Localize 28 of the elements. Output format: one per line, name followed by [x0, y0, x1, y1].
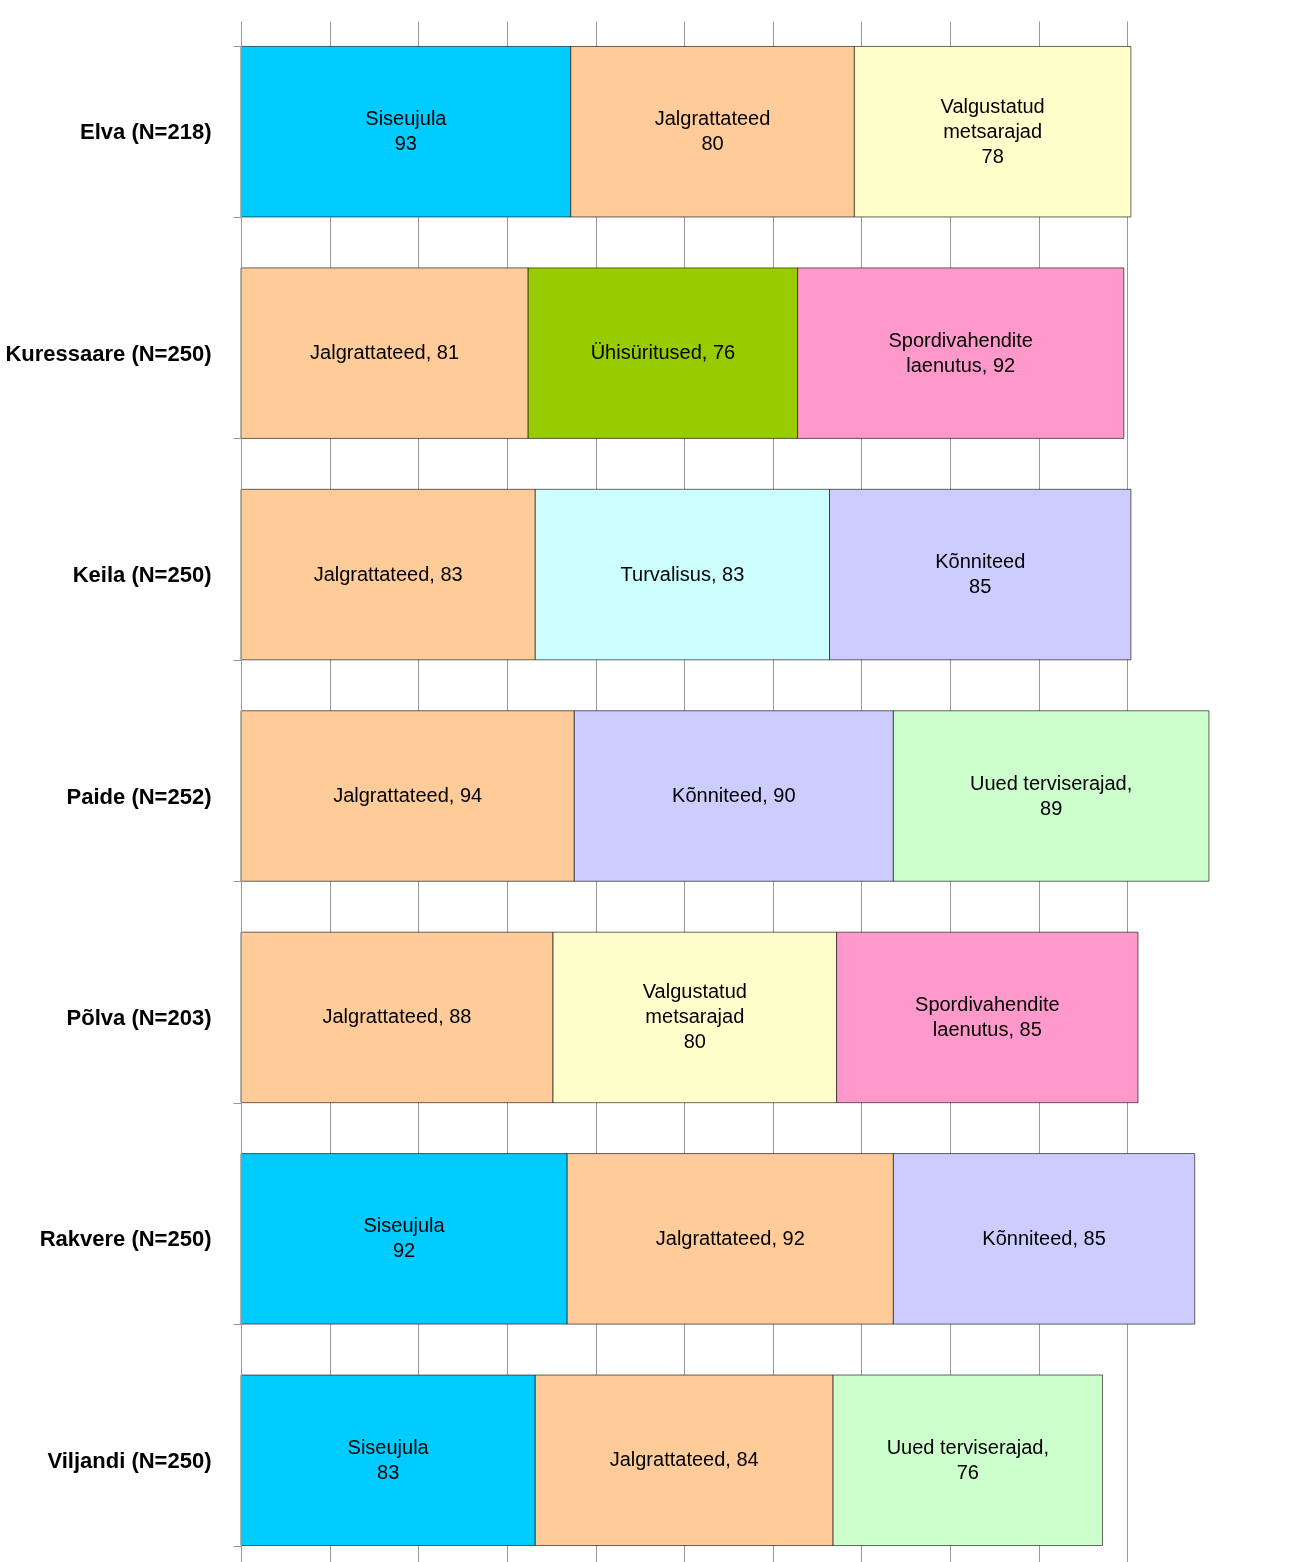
data-label: Spordivahendite laenutus, 85	[915, 992, 1060, 1040]
data-label: Jalgrattateed, 81	[310, 341, 460, 364]
data-label: Valgustatud metsarajad 80	[642, 980, 747, 1053]
data-label: Turvalisus, 83	[620, 562, 745, 585]
data-label: Jalgrattateed, 94	[333, 784, 483, 806]
data-label: Jalgrattateed, 88	[322, 1005, 472, 1028]
y-tick-label: Põlva (N=203)	[66, 1004, 212, 1030]
data-label: Siseujula 92	[363, 1214, 446, 1262]
data-label: Jalgrattateed 80	[654, 107, 771, 155]
y-tick-label: Rakvere (N=250)	[39, 1226, 212, 1252]
data-label: Valgustatud metsarajad 78	[940, 94, 1045, 167]
data-label: Kõnniteed, 85	[982, 1226, 1106, 1249]
data-label: Jalgrattateed, 84	[609, 1448, 759, 1471]
y-tick-label: Keila (N=250)	[72, 562, 212, 588]
y-tick-label: Elva (N=218)	[80, 119, 212, 145]
y-tick-label: Paide (N=252)	[66, 783, 212, 809]
data-label: Siseujula 93	[365, 107, 448, 155]
data-label: Siseujula 83	[347, 1435, 430, 1483]
y-tick-label: Viljandi (N=250)	[47, 1447, 212, 1473]
data-label: Uued terviserajad, 89	[969, 771, 1133, 819]
data-label: Ühisüritused, 76	[590, 341, 736, 364]
data-label: Uued terviserajad, 76	[886, 1435, 1049, 1483]
y-tick-label: Kuressaare (N=250)	[5, 340, 212, 366]
data-label: Jalgrattateed, 92	[655, 1226, 805, 1249]
data-label: Kõnniteed 85	[935, 550, 1026, 598]
data-label: Jalgrattateed, 83	[313, 562, 463, 585]
data-label: Spordivahendite laenutus, 92	[888, 328, 1034, 376]
data-label: Kõnniteed, 90	[672, 784, 796, 806]
